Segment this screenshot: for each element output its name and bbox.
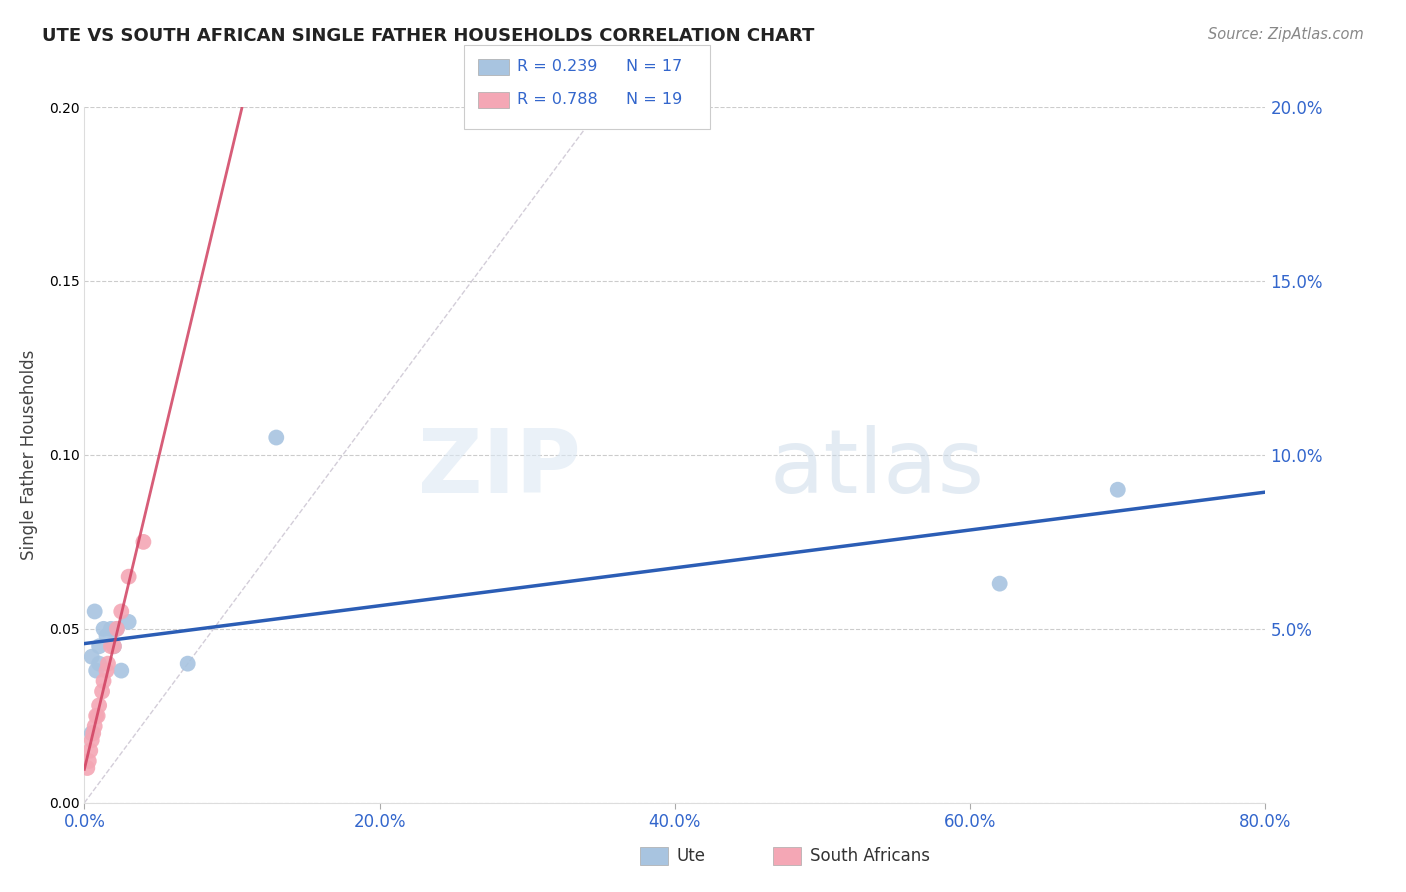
- Point: [80, 726, 103, 740]
- Point: [84, 708, 107, 723]
- Point: [132, 534, 155, 549]
- Point: [89, 657, 111, 671]
- Text: R = 0.239: R = 0.239: [517, 60, 598, 74]
- Point: [83, 719, 105, 733]
- Point: [76, 761, 98, 775]
- Point: [100, 639, 122, 653]
- Point: [96, 664, 118, 678]
- Point: [91, 684, 114, 698]
- Point: [84, 664, 107, 678]
- Point: [1107, 483, 1129, 497]
- Text: Ute: Ute: [676, 847, 706, 865]
- Point: [77, 754, 100, 768]
- Point: [118, 615, 141, 629]
- Text: R = 0.788: R = 0.788: [517, 93, 598, 107]
- Point: [80, 649, 103, 664]
- Point: [105, 622, 128, 636]
- Point: [89, 639, 111, 653]
- Point: [103, 639, 125, 653]
- Point: [110, 664, 132, 678]
- Point: [86, 708, 108, 723]
- Text: UTE VS SOUTH AFRICAN SINGLE FATHER HOUSEHOLDS CORRELATION CHART: UTE VS SOUTH AFRICAN SINGLE FATHER HOUSE…: [42, 27, 814, 45]
- Point: [93, 674, 115, 689]
- Text: N = 19: N = 19: [626, 93, 682, 107]
- Point: [96, 629, 118, 643]
- Point: [264, 431, 288, 445]
- Text: South Africans: South Africans: [810, 847, 929, 865]
- Text: N = 17: N = 17: [626, 60, 682, 74]
- Point: [93, 622, 115, 636]
- Point: [82, 726, 104, 740]
- Point: [83, 605, 105, 619]
- Point: [105, 622, 128, 636]
- Text: Source: ZipAtlas.com: Source: ZipAtlas.com: [1208, 27, 1364, 42]
- Y-axis label: Single Father Households: Single Father Households: [20, 350, 38, 560]
- Point: [79, 744, 101, 758]
- Point: [100, 622, 122, 636]
- Text: atlas: atlas: [769, 425, 984, 512]
- Point: [988, 576, 1011, 591]
- Point: [118, 570, 141, 584]
- Point: [80, 733, 103, 747]
- Text: ZIP: ZIP: [418, 425, 581, 512]
- Point: [110, 605, 132, 619]
- Point: [97, 657, 120, 671]
- Point: [89, 698, 111, 713]
- Point: [103, 639, 125, 653]
- Point: [177, 657, 200, 671]
